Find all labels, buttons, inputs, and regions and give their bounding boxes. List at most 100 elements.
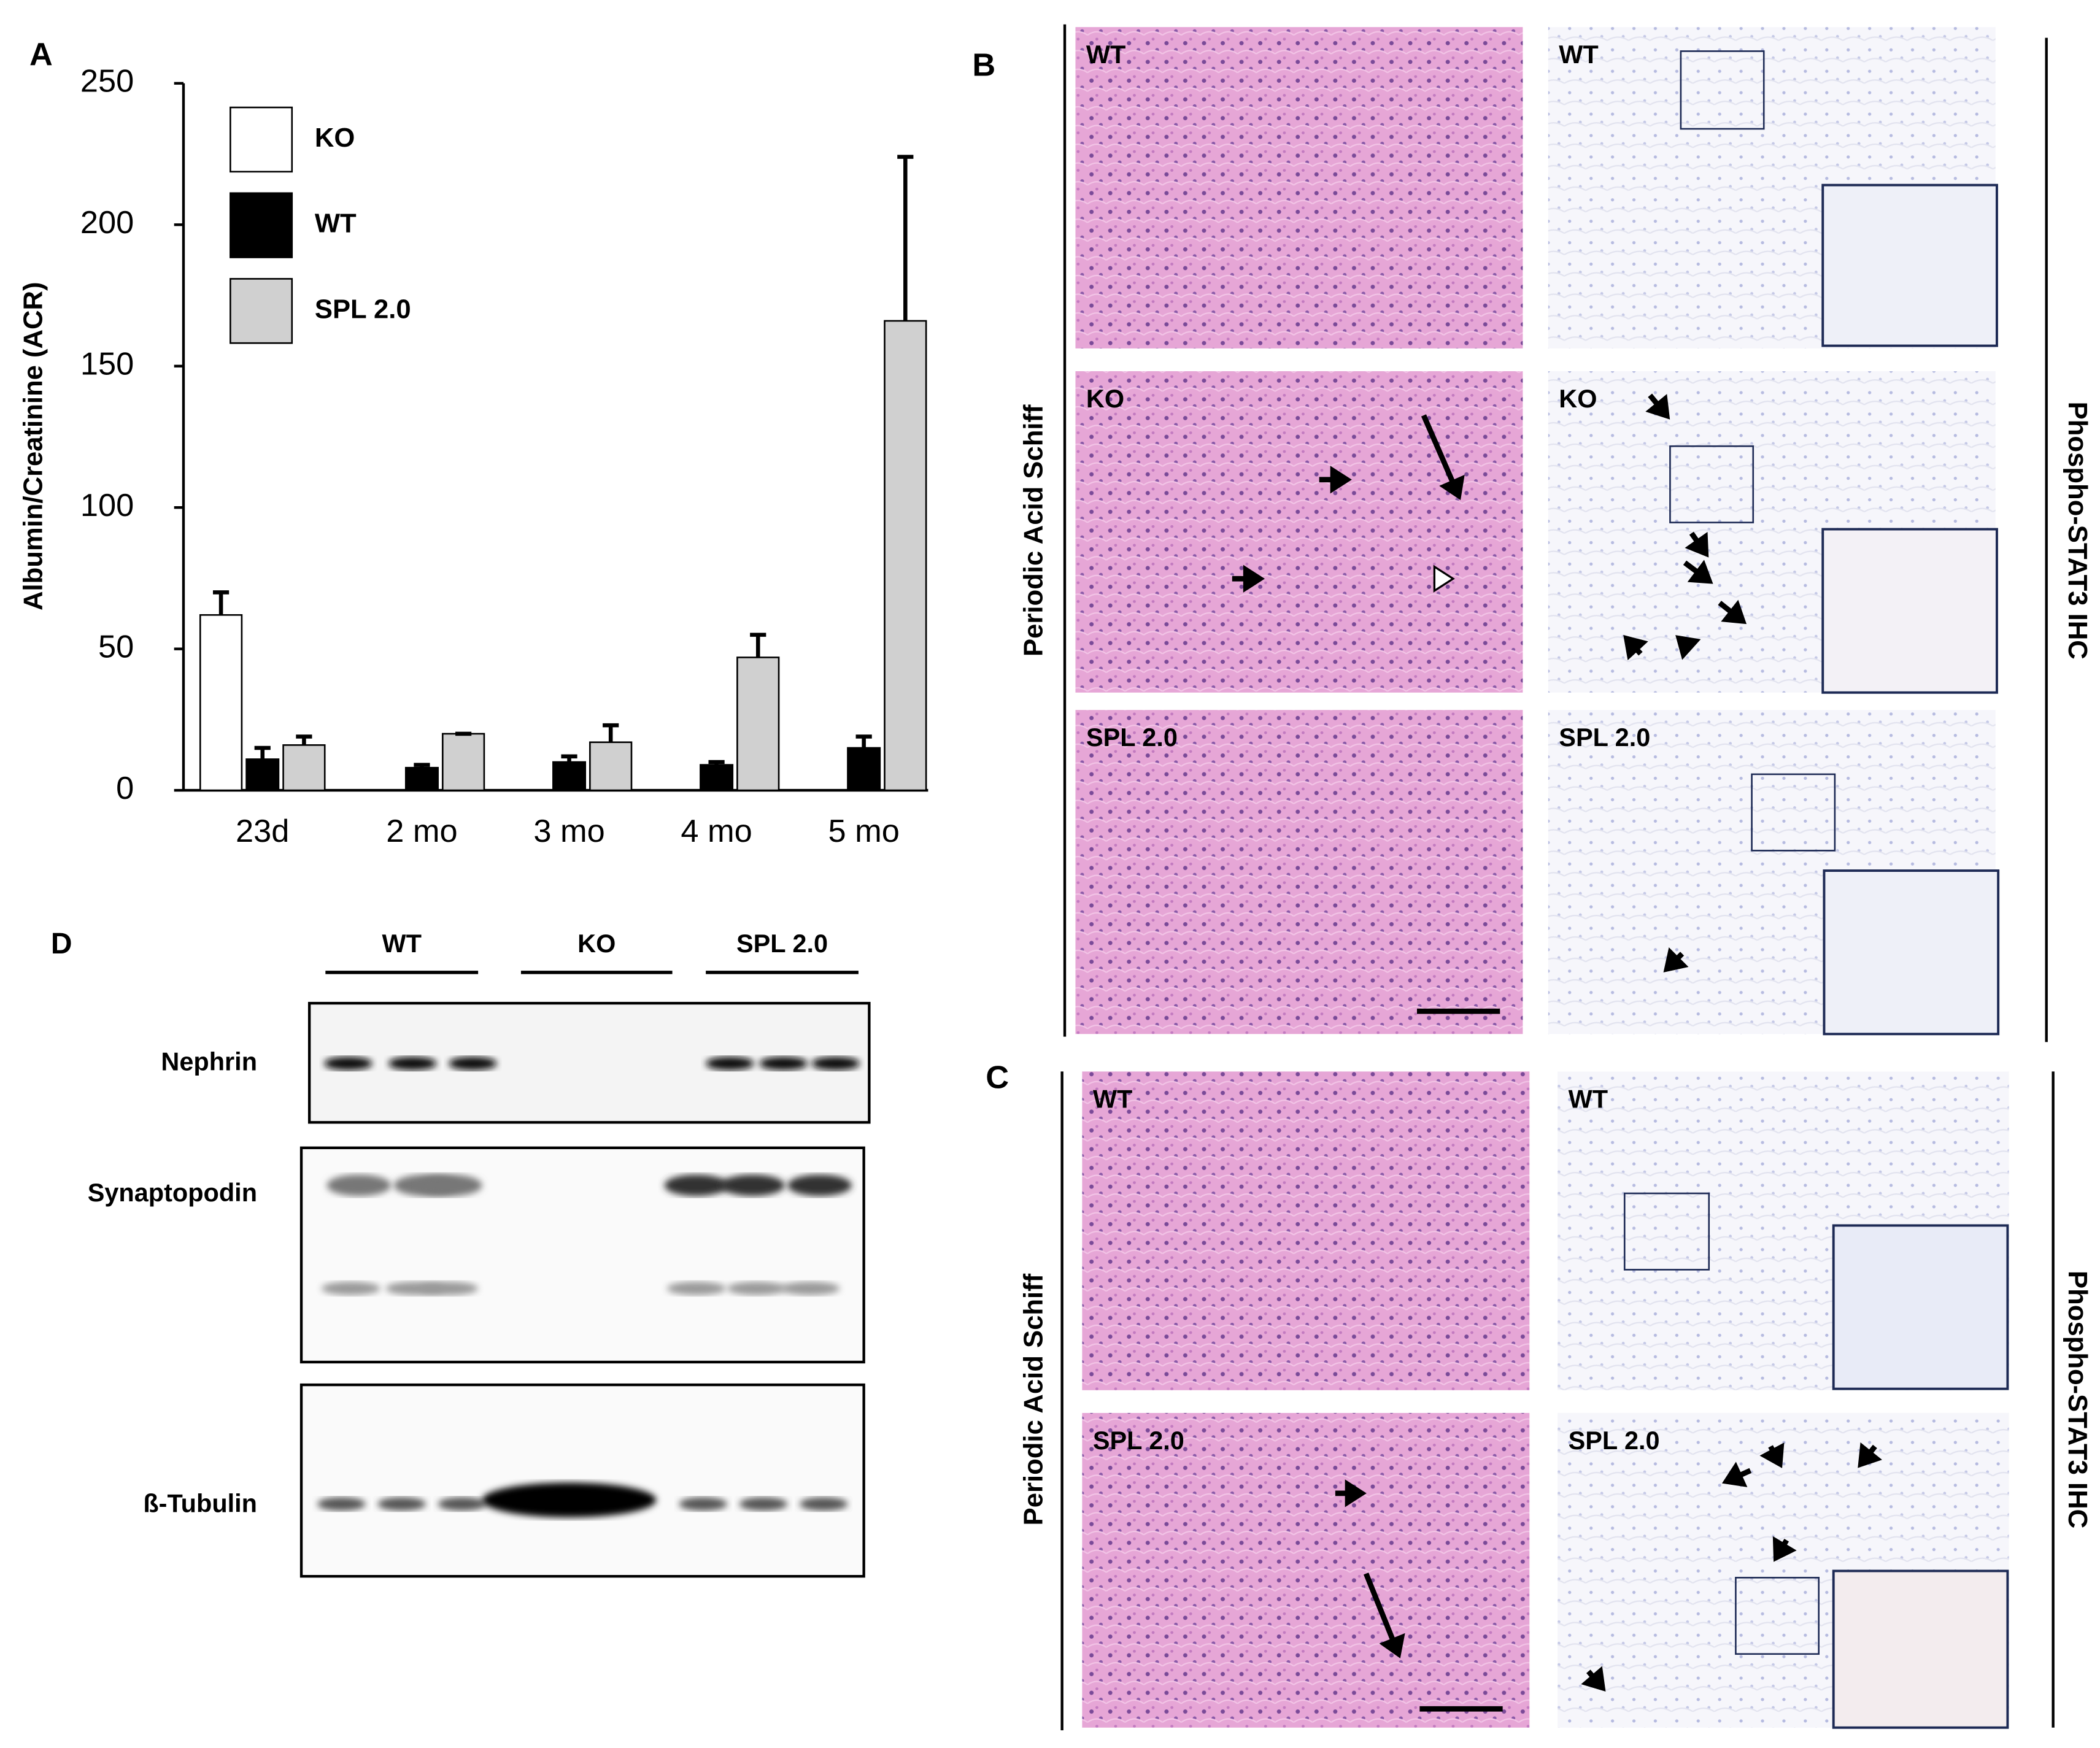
arrowhead [1685,531,1709,558]
band [679,1497,728,1511]
band [317,1497,366,1511]
band [720,1174,785,1196]
arrowhead [1623,634,1648,661]
arrow [1718,601,1732,614]
band [388,1057,437,1071]
image-label: KO [1086,384,1124,413]
band [811,1057,860,1071]
arrowhead [1687,560,1713,584]
image-label: SPL 2.0 [1086,723,1178,752]
error-bar [750,633,766,658]
legend-label: WT [315,209,357,239]
band [377,1497,427,1511]
arrow [1648,393,1659,406]
arrow [1421,414,1455,483]
inset-box [1832,1224,2009,1390]
bar [847,747,881,791]
bar [884,320,927,791]
legend-label: KO [315,123,355,153]
x-tick-label: 23d [236,814,289,849]
inset-box [1823,869,2000,1036]
arrowhead [1759,1442,1785,1468]
arrowhead [1645,394,1670,420]
band [727,1282,787,1295]
error-bar [708,760,725,765]
blot-label: Nephrin [161,1047,257,1076]
legend-swatch [230,106,293,173]
x-tick-label: 4 mo [681,814,752,849]
legend-swatch [230,278,293,344]
y-tick-label: 200 [80,205,134,241]
bar [736,656,780,791]
panel-label: D [51,928,72,960]
band [706,1057,754,1071]
row-label: Phospho-STAT3 IHC [2063,1271,2093,1528]
arrow [1689,531,1699,542]
inset-box [1669,445,1755,523]
legend-label: SPL 2.0 [315,294,411,324]
inset-box [1735,1577,1820,1655]
panel-label: A [29,37,53,72]
band [664,1174,729,1196]
error-bar [897,155,914,321]
row-label: Phospho-STAT3 IHC [2063,402,2093,660]
image-label: WT [1093,1084,1132,1113]
error-bar [296,734,312,745]
inset-box [1832,1569,2009,1729]
pas-image [1075,371,1523,693]
group-label: SPL 2.0 [736,929,828,958]
band [449,1057,497,1071]
arrowhead [1663,947,1689,972]
band [781,1282,840,1295]
inset-box [1623,1192,1710,1271]
x-tick-label: 2 mo [386,814,457,849]
arrowhead [1772,1536,1797,1562]
y-axis-title: Albumin/Creatinine (ACR) [18,282,48,610]
error-bar [254,745,271,760]
band [417,1174,482,1196]
row-label: Periodic Acid Schiff [1019,1273,1049,1525]
band [419,1282,479,1295]
band [787,1174,852,1196]
panel-label: B [972,47,995,83]
arrowhead [1858,1442,1882,1468]
inset-box [1751,773,1836,852]
inset-box [1821,183,1998,347]
y-tick-label: 50 [98,629,134,664]
arrowhead [1379,1633,1405,1658]
x-tick-label: 3 mo [533,814,604,849]
band [326,1174,392,1196]
arrowhead [1330,466,1352,494]
legend-swatch [230,192,293,258]
band [799,1497,848,1511]
bar [282,744,326,791]
bar [199,614,243,791]
arrowhead [1721,599,1747,625]
band [666,1282,726,1295]
y-tick-label: 150 [80,347,134,382]
pas-image [1075,710,1523,1034]
bar [552,761,587,791]
panel-label: C [986,1060,1009,1095]
error-bar [561,754,577,763]
band [438,1497,487,1511]
arrowhead [1243,564,1265,593]
arrowhead [1439,474,1465,501]
image-label: WT [1569,1084,1608,1113]
band [482,1482,657,1518]
x-tick-label: 5 mo [828,814,899,849]
group-label: KO [577,929,616,958]
bar [441,733,485,791]
bar [245,758,280,791]
pas-image [1075,27,1523,348]
pas-image [1082,1071,1530,1390]
y-tick-label: 250 [80,64,134,99]
image-label: KO [1559,384,1597,413]
band [739,1497,788,1511]
arrow [1683,560,1699,574]
arrow [1363,1573,1395,1641]
error-bar [855,734,872,748]
image-label: WT [1559,40,1598,69]
y-tick-label: 100 [80,488,134,523]
